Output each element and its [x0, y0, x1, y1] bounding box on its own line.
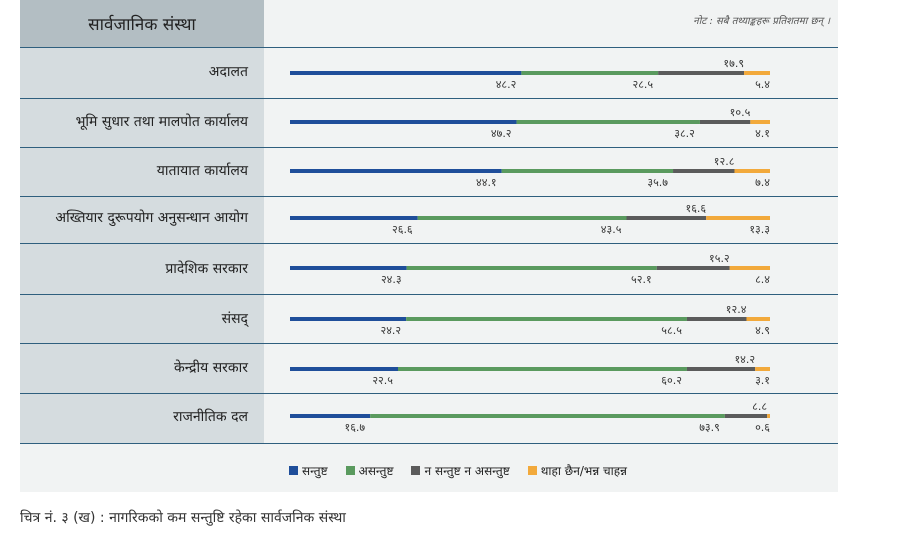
value-label: २८.५ — [632, 78, 653, 91]
value-label: २२.५ — [372, 374, 393, 387]
legend-item: असन्तुष्ट — [345, 462, 394, 479]
bar-segment — [290, 414, 371, 418]
bar-segment — [729, 266, 770, 270]
bar-segment — [516, 120, 700, 124]
chart-legend: सन्तुष्ट असन्तुष्ट न सन्तुष्ट न असन्तुष्ट थ… — [289, 462, 627, 479]
bar-segment — [521, 71, 659, 75]
value-label: ८.८ — [752, 400, 767, 413]
legend-item: थाहा छैन/भन्न चाहन्न — [527, 462, 627, 479]
bar-segment — [755, 367, 770, 371]
bar-segment — [658, 71, 745, 75]
legend-label: सन्तुष्ट — [302, 464, 328, 478]
row-separator — [20, 98, 838, 99]
value-label: ७३.९ — [699, 421, 720, 434]
value-label: १४.२ — [734, 353, 755, 366]
category-label: केन्द्रीय सरकार — [173, 360, 248, 376]
value-label: ५२.१ — [631, 273, 652, 286]
value-label: १६.७ — [344, 421, 365, 434]
bar-segment — [706, 216, 770, 220]
category-label: भूमि सुधार तथा मालपोत कार्यालय — [75, 114, 248, 130]
bar-segment — [290, 120, 517, 124]
legend-label: थाहा छैन/भन्न चाहन्न — [540, 464, 627, 478]
bar-segment — [290, 71, 522, 75]
bar-segment — [406, 317, 687, 321]
bar-segment — [290, 169, 502, 173]
category-label-column — [20, 0, 264, 443]
chart-note: नोट : सबै तथ्याङ्कहरू प्रतिशतमा छन् । — [693, 16, 830, 27]
bar-segment — [290, 317, 407, 321]
category-label: यातायात कार्यालय — [156, 163, 248, 179]
row-separator — [20, 294, 838, 295]
value-label: १६.६ — [685, 202, 706, 215]
legend-swatch — [289, 466, 298, 475]
value-label: ४.९ — [755, 324, 770, 337]
bar-segment — [750, 120, 770, 124]
bar-segment — [686, 317, 747, 321]
category-label: राजनीतिक दल — [173, 409, 248, 425]
value-label: १५.२ — [709, 252, 730, 265]
row-separator — [20, 393, 838, 394]
category-label: प्रादेशिक सरकार — [165, 261, 248, 277]
value-label: १३.३ — [749, 223, 770, 236]
row-separator — [20, 147, 838, 148]
bar-segment — [746, 317, 770, 321]
value-label: ४३.५ — [601, 223, 622, 236]
bar-segment — [626, 216, 707, 220]
bar-segment — [699, 120, 751, 124]
bar-segment — [686, 367, 756, 371]
bar-segment — [744, 71, 770, 75]
figure-caption: चित्र नं. ३ (ख) : नागरिकको कम सन्तुष्टि … — [20, 510, 346, 526]
value-label: १२.४ — [726, 303, 747, 316]
bar-segment — [398, 367, 687, 371]
row-separator — [20, 243, 838, 244]
bar-segment — [767, 414, 770, 418]
value-label: १७.९ — [723, 57, 744, 70]
row-separator — [20, 196, 838, 197]
value-label: ५.४ — [755, 78, 770, 91]
value-label: ५८.५ — [661, 324, 682, 337]
value-label: २४.३ — [381, 273, 402, 286]
row-separator — [20, 47, 838, 48]
bar-segment — [734, 169, 770, 173]
legend-swatch — [527, 466, 537, 475]
bar-segment — [417, 216, 627, 220]
value-label: ४४.१ — [476, 176, 497, 189]
column-header: सार्वजानिक संस्था — [20, 0, 264, 47]
legend-item: न सन्तुष्ट न असन्तुष्ट — [411, 462, 510, 479]
bar-segment — [406, 266, 657, 270]
category-label: अख्तियार दुरूपयोग अनुसन्धान आयोग — [55, 210, 248, 226]
row-separator — [20, 443, 838, 444]
legend-label: न सन्तुष्ट न असन्तुष्ट — [424, 464, 510, 478]
bar-segment — [724, 414, 768, 418]
value-label: ४७.२ — [491, 127, 512, 140]
legend-swatch — [345, 466, 355, 475]
value-label: १२.८ — [714, 155, 735, 168]
value-label: २६.६ — [392, 223, 413, 236]
bar-segment — [370, 414, 725, 418]
bar-segment — [290, 266, 407, 270]
row-separator — [20, 343, 838, 344]
category-label: अदालत — [208, 64, 248, 80]
value-label: ३८.२ — [674, 127, 695, 140]
legend-item: सन्तुष्ट — [289, 462, 328, 479]
value-label: ३५.७ — [647, 176, 668, 189]
value-label: ०.६ — [755, 421, 770, 434]
value-label: ३.१ — [755, 374, 770, 387]
bar-segment — [656, 266, 730, 270]
bar-segment — [290, 367, 398, 371]
value-label: १०.५ — [730, 106, 751, 119]
value-label: ४८.२ — [496, 78, 517, 91]
value-label: ७.४ — [755, 176, 770, 189]
value-label: २४.२ — [380, 324, 401, 337]
bar-segment — [290, 216, 418, 220]
bar-segment — [501, 169, 674, 173]
legend-swatch — [411, 466, 421, 475]
value-label: ६०.२ — [661, 374, 682, 387]
bar-segment — [673, 169, 735, 173]
value-label: ८.४ — [755, 273, 770, 286]
category-label: संसद् — [221, 311, 248, 327]
value-label: ४.१ — [755, 127, 770, 140]
legend-label: असन्तुष्ट — [358, 464, 394, 478]
